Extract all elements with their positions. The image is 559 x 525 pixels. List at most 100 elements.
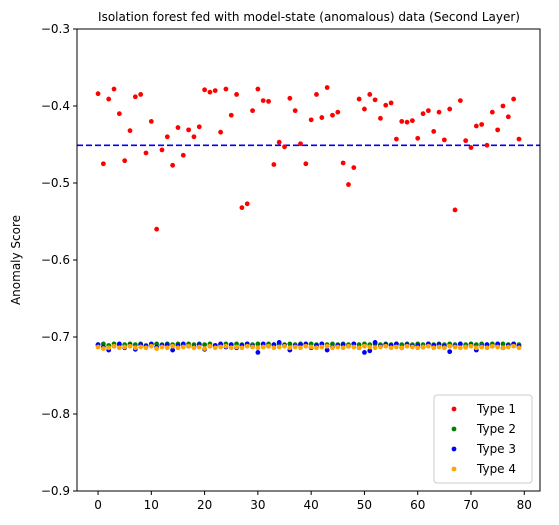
data-point	[367, 348, 373, 354]
data-point	[127, 128, 133, 134]
data-point	[159, 147, 165, 153]
legend-marker	[451, 446, 457, 452]
data-point	[207, 89, 213, 95]
data-point	[330, 112, 335, 118]
x-tick-label: 10	[144, 498, 159, 512]
data-point	[394, 136, 399, 142]
data-point	[372, 97, 378, 103]
data-point	[287, 95, 293, 101]
data-point	[346, 182, 351, 187]
data-point	[207, 343, 213, 349]
data-point	[335, 109, 341, 115]
x-tick-label: 30	[250, 498, 265, 512]
data-point	[276, 344, 282, 350]
data-point	[505, 344, 511, 350]
data-point	[425, 108, 431, 114]
data-point	[244, 343, 250, 349]
data-point	[175, 125, 181, 130]
data-point	[138, 344, 144, 350]
x-tick-label: 50	[357, 498, 372, 512]
data-point	[500, 341, 506, 347]
data-point	[330, 345, 335, 351]
data-point	[511, 96, 517, 102]
data-point	[106, 96, 112, 102]
data-point	[505, 114, 511, 120]
y-tick-label: −0.5	[41, 176, 70, 190]
data-point	[431, 345, 437, 351]
data-point	[186, 127, 192, 133]
data-point	[266, 98, 271, 104]
legend-label: Type 3	[476, 442, 516, 456]
data-point	[362, 106, 367, 112]
data-point	[100, 161, 106, 167]
data-point	[239, 205, 245, 211]
data-point	[287, 345, 293, 351]
data-point	[394, 344, 399, 350]
data-point	[409, 344, 415, 350]
data-point	[324, 85, 330, 90]
data-point	[212, 345, 218, 351]
data-point	[228, 345, 234, 351]
data-point	[356, 345, 362, 351]
data-point	[415, 345, 421, 351]
data-point	[170, 347, 176, 353]
legend: Type 1 Type 2 Type 3 Type 4	[433, 394, 533, 484]
data-point	[234, 92, 239, 97]
data-point	[346, 343, 351, 349]
data-point	[308, 117, 314, 123]
data-point	[372, 339, 378, 345]
data-point	[463, 344, 469, 350]
data-point	[409, 118, 415, 124]
data-point	[473, 345, 479, 351]
data-point	[95, 91, 101, 97]
legend-box	[433, 394, 533, 484]
data-point	[191, 345, 197, 351]
data-point	[298, 345, 303, 351]
data-point	[340, 160, 346, 166]
data-point	[116, 345, 122, 351]
data-point	[95, 344, 101, 350]
data-point	[260, 344, 266, 350]
data-point	[372, 345, 378, 351]
data-point	[431, 129, 437, 134]
data-point	[164, 134, 170, 140]
data-point	[271, 162, 277, 167]
data-point	[255, 86, 261, 92]
chart-title: Isolation forest fed with model-state (a…	[98, 10, 520, 24]
data-point	[196, 124, 202, 130]
data-point	[463, 138, 469, 144]
data-point	[260, 98, 266, 104]
y-tick-label: −0.8	[41, 407, 70, 421]
data-point	[404, 343, 410, 349]
data-point	[399, 345, 405, 351]
data-point	[287, 341, 293, 347]
data-point	[106, 345, 112, 351]
plot-area: 0 10 20 30 40 50 60 70 80 −0.9 −0.8 −0.7 −0.6 −0.5 −0.…	[41, 22, 541, 512]
data-point	[479, 122, 485, 127]
data-point	[154, 346, 160, 351]
data-point	[383, 343, 389, 349]
data-point	[362, 343, 367, 349]
x-tick-label: 60	[410, 498, 425, 512]
legend-label: Type 4	[476, 462, 516, 476]
data-point	[468, 343, 474, 349]
data-point	[303, 343, 309, 349]
data-point	[399, 119, 405, 124]
data-point	[202, 346, 208, 351]
x-tick-label: 0	[94, 498, 102, 512]
data-point	[473, 123, 479, 129]
x-tick-label: 40	[304, 498, 319, 512]
data-point	[111, 343, 117, 349]
data-point	[447, 106, 453, 112]
data-point	[351, 344, 357, 350]
y-tick-label: −0.3	[41, 22, 70, 36]
data-point	[122, 344, 128, 350]
data-point	[335, 344, 341, 350]
data-point	[148, 343, 154, 349]
data-point	[255, 341, 261, 347]
data-point	[303, 161, 309, 167]
data-point	[340, 345, 346, 351]
data-point	[170, 162, 176, 168]
data-point	[122, 158, 128, 164]
legend-label: Type 1	[476, 402, 516, 416]
